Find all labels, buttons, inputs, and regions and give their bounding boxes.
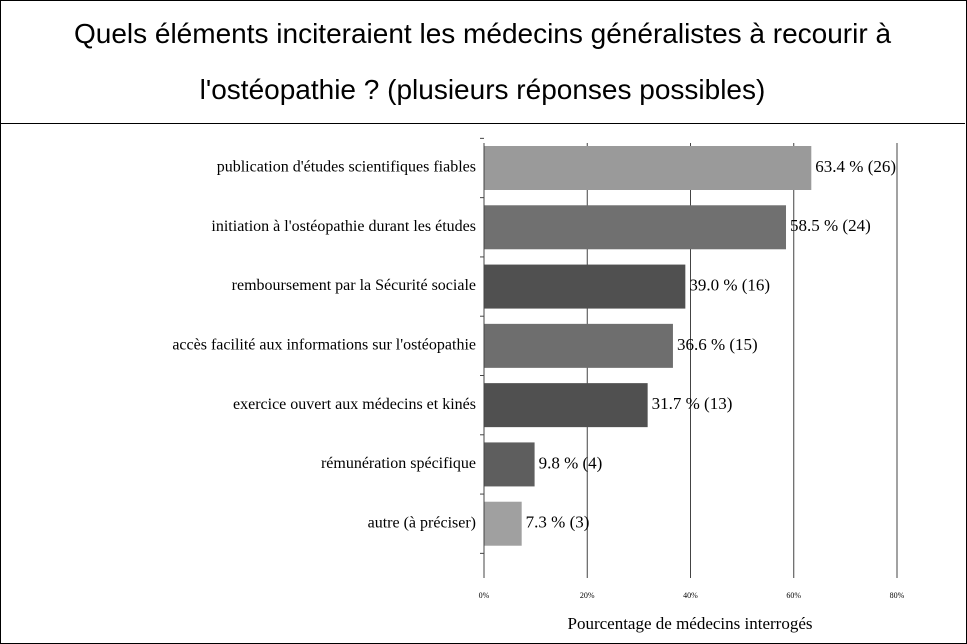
x-tick-label: 80% bbox=[890, 591, 905, 600]
value-label: 63.4 % (26) bbox=[815, 157, 896, 176]
value-label: 9.8 % (4) bbox=[539, 453, 603, 472]
bar bbox=[484, 205, 787, 250]
value-label: 31.7 % (13) bbox=[652, 394, 733, 413]
bar bbox=[484, 442, 535, 487]
chart-title: Quels éléments inciteraient les médecins… bbox=[0, 0, 965, 124]
y-tick-label: remboursement par la Sécurité sociale bbox=[232, 277, 476, 294]
bar bbox=[484, 323, 673, 368]
bar bbox=[484, 383, 648, 428]
y-tick-label: publication d'études scientifiques fiabl… bbox=[217, 159, 476, 176]
bar bbox=[484, 264, 686, 309]
value-label: 36.6 % (15) bbox=[677, 335, 758, 354]
x-tick-label: 0% bbox=[479, 591, 490, 600]
y-tick-label: autre (à préciser) bbox=[368, 514, 476, 531]
bar bbox=[484, 146, 812, 190]
x-tick-label: 60% bbox=[786, 591, 801, 600]
x-tick-label: 20% bbox=[580, 591, 595, 600]
y-tick-label: initiation à l'ostéopathie durant les ét… bbox=[211, 218, 476, 235]
value-label: 58.5 % (24) bbox=[790, 216, 871, 235]
x-axis-label: Pourcentage de médecins interrogés bbox=[568, 614, 813, 633]
y-tick-label: accès facilité aux informations sur l'os… bbox=[172, 337, 476, 354]
value-label: 39.0 % (16) bbox=[689, 275, 770, 294]
y-tick-label: rémunération spécifique bbox=[321, 455, 476, 472]
value-label: 7.3 % (3) bbox=[526, 513, 590, 532]
x-tick-label: 40% bbox=[683, 591, 698, 600]
bar bbox=[484, 501, 522, 546]
y-tick-label: exercice ouvert aux médecins et kinés bbox=[233, 396, 476, 413]
